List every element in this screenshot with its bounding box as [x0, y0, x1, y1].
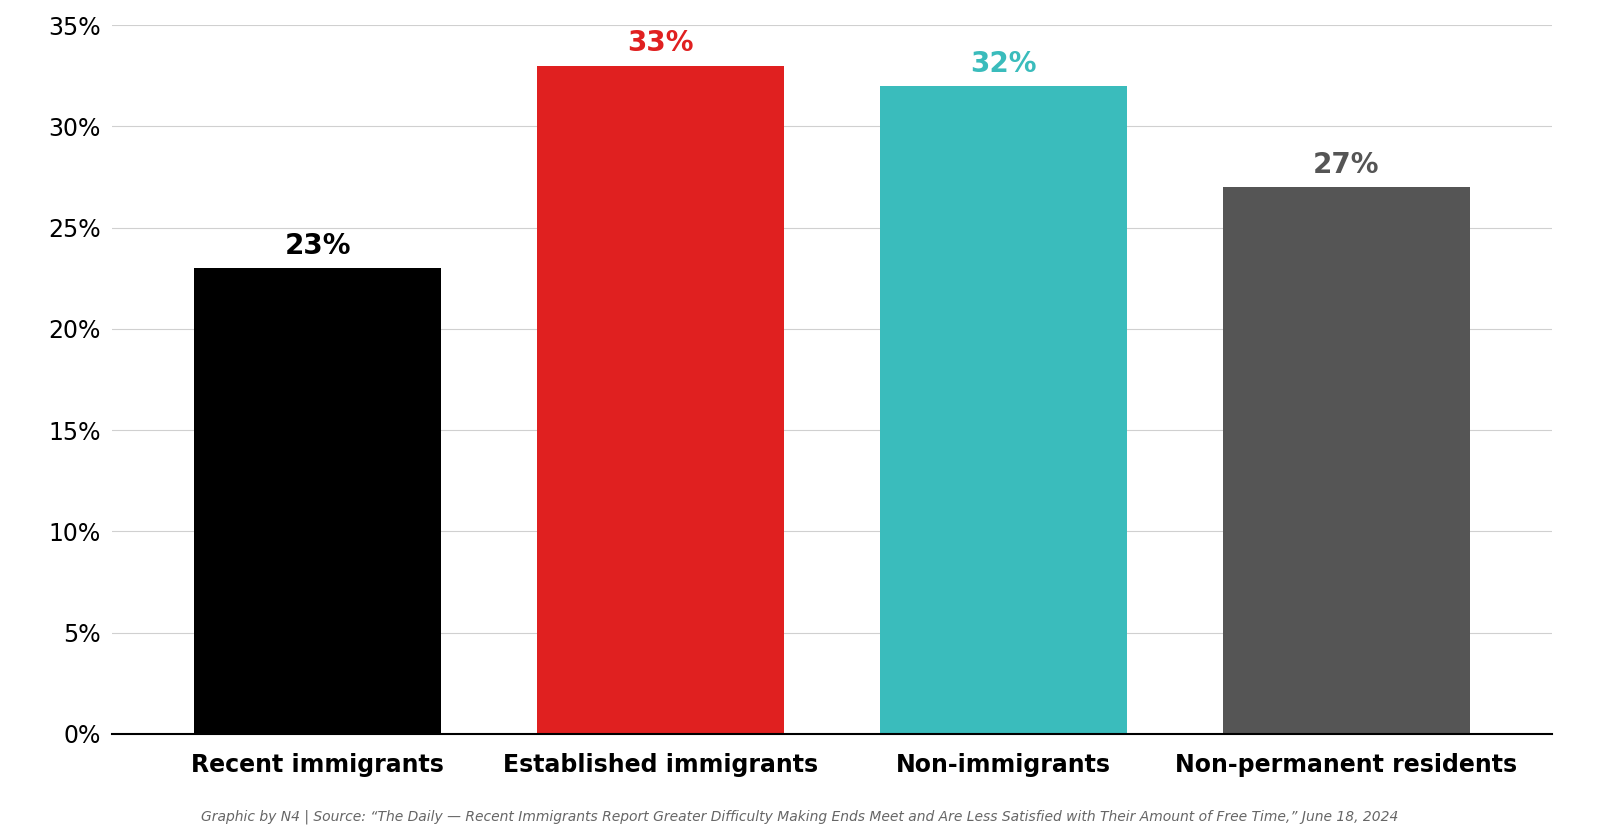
Bar	[194, 268, 442, 734]
Text: 33%: 33%	[627, 29, 694, 58]
Text: 32%: 32%	[970, 50, 1037, 78]
Text: 23%: 23%	[285, 232, 350, 260]
Text: 27%: 27%	[1314, 151, 1379, 179]
Text: Graphic by N4 | Source: “The Daily — Recent Immigrants Report Greater Difficulty: Graphic by N4 | Source: “The Daily — Rec…	[202, 810, 1398, 824]
Bar	[1222, 187, 1470, 734]
Bar	[538, 66, 784, 734]
Bar	[880, 86, 1126, 734]
